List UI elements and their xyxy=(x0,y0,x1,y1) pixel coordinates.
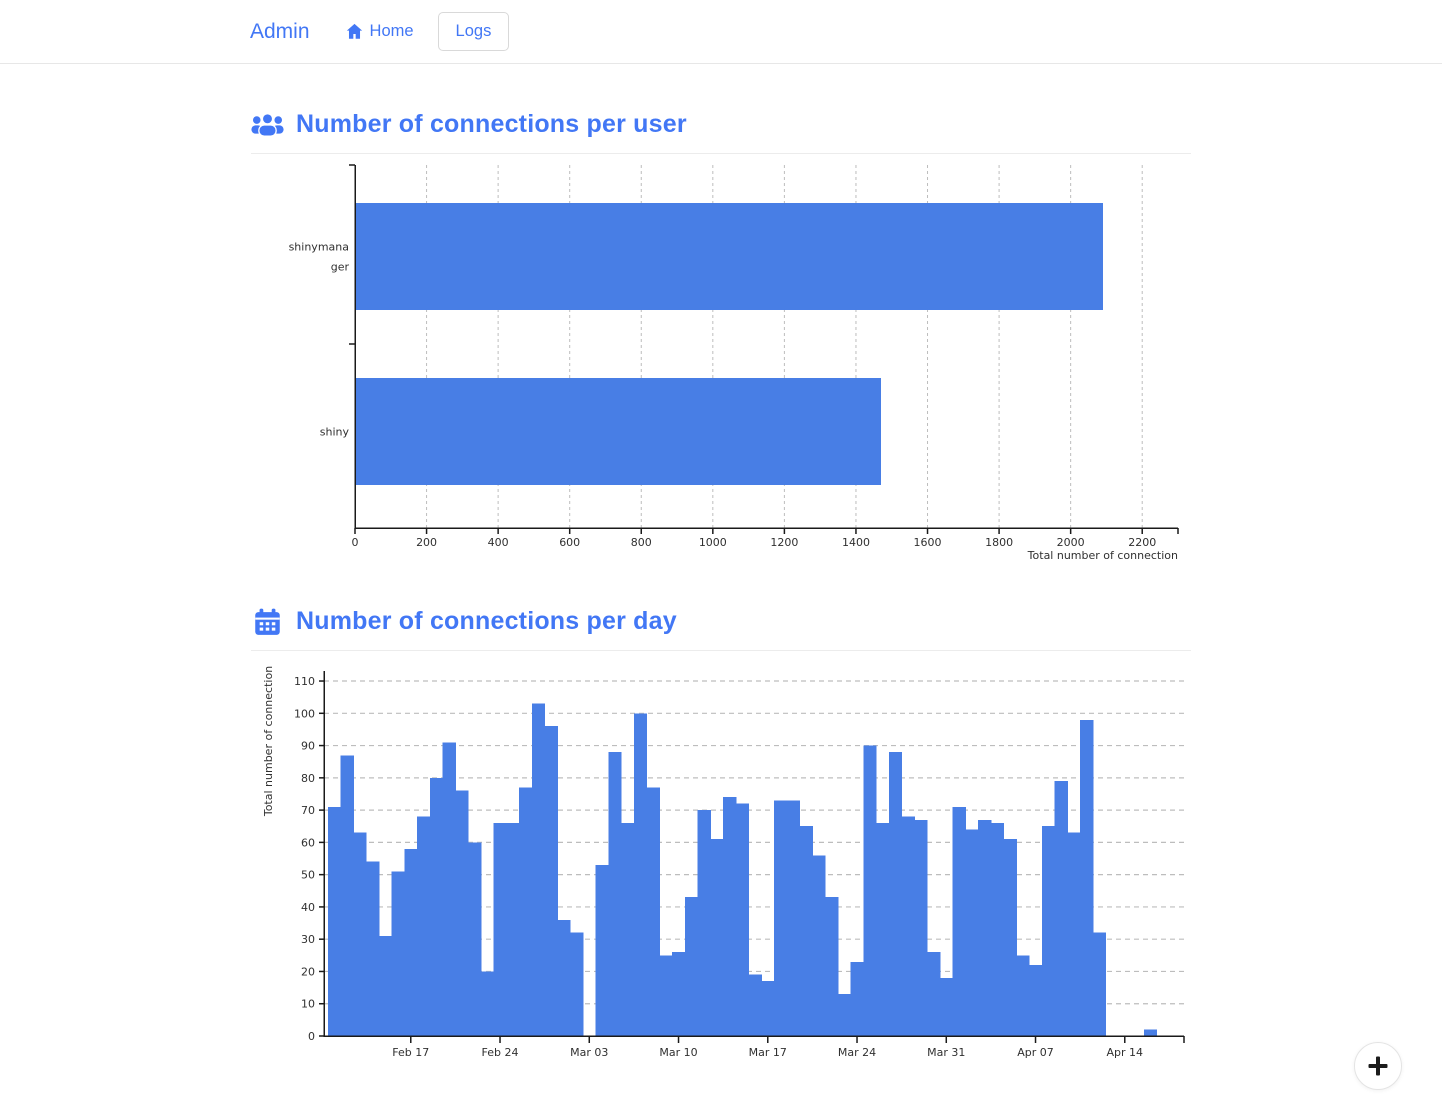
svg-text:ger: ger xyxy=(331,261,350,274)
home-link[interactable]: Home xyxy=(346,22,414,41)
add-button[interactable] xyxy=(1354,1042,1402,1090)
divider xyxy=(251,153,1191,154)
plus-icon xyxy=(1368,1056,1388,1076)
logs-button[interactable]: Logs xyxy=(437,12,510,51)
svg-text:100: 100 xyxy=(294,707,315,720)
svg-text:Mar 03: Mar 03 xyxy=(570,1046,608,1059)
svg-text:Total number of connection: Total number of connection xyxy=(1027,549,1178,562)
connections-per-day-chart: 0 10 20 30 40 50 60 70 80 90 100 110 Feb 17 Feb 24 Mar… xyxy=(262,666,1185,1059)
svg-text:800: 800 xyxy=(631,536,652,549)
brand-admin[interactable]: Admin xyxy=(250,19,310,43)
svg-text:80: 80 xyxy=(301,772,315,785)
svg-text:Apr 07: Apr 07 xyxy=(1017,1046,1054,1059)
svg-text:0: 0 xyxy=(352,536,359,549)
users-icon xyxy=(251,112,284,137)
svg-text:1200: 1200 xyxy=(770,536,798,549)
section-days-title: Number of connections per day xyxy=(296,607,677,635)
svg-text:110: 110 xyxy=(294,675,315,688)
svg-text:70: 70 xyxy=(301,804,315,817)
svg-text:Feb 17: Feb 17 xyxy=(392,1046,429,1059)
home-link-label: Home xyxy=(369,22,414,40)
svg-text:1600: 1600 xyxy=(914,536,942,549)
svg-text:40: 40 xyxy=(301,901,315,914)
svg-text:Mar 10: Mar 10 xyxy=(659,1046,697,1059)
svg-text:2200: 2200 xyxy=(1128,536,1156,549)
svg-text:Apr 14: Apr 14 xyxy=(1107,1046,1144,1059)
svg-text:Mar 31: Mar 31 xyxy=(927,1046,965,1059)
svg-text:20: 20 xyxy=(301,965,315,978)
svg-text:1400: 1400 xyxy=(842,536,870,549)
svg-text:2000: 2000 xyxy=(1057,536,1085,549)
svg-text:shiny: shiny xyxy=(320,426,350,439)
svg-text:400: 400 xyxy=(488,536,509,549)
svg-text:Total number of connection: Total number of connection xyxy=(262,666,275,817)
svg-text:Mar 24: Mar 24 xyxy=(838,1046,876,1059)
divider xyxy=(251,650,1191,651)
connections-per-user-chart: 0 200 400 600 800 1000 1200 1400 1600 1800 2000 220… xyxy=(289,164,1179,562)
section-days-header: Number of connections per day xyxy=(251,607,1191,636)
main-content: Number of connections per user 0 200 400 60… xyxy=(251,110,1191,1062)
svg-text:1800: 1800 xyxy=(985,536,1013,549)
svg-text:600: 600 xyxy=(559,536,580,549)
svg-text:Feb 24: Feb 24 xyxy=(482,1046,519,1059)
home-icon xyxy=(346,23,362,39)
svg-text:50: 50 xyxy=(301,869,315,882)
svg-text:60: 60 xyxy=(301,836,315,849)
svg-text:shinymana: shinymana xyxy=(289,241,349,254)
svg-text:1000: 1000 xyxy=(699,536,727,549)
navbar: Admin Home Logs xyxy=(0,0,1442,64)
svg-text:30: 30 xyxy=(301,933,315,946)
section-users-title: Number of connections per user xyxy=(296,110,687,138)
svg-text:Mar 17: Mar 17 xyxy=(749,1046,787,1059)
svg-text:90: 90 xyxy=(301,740,315,753)
section-users-header: Number of connections per user xyxy=(251,110,1191,139)
calendar-icon xyxy=(255,608,280,635)
svg-text:10: 10 xyxy=(301,998,315,1011)
svg-text:0: 0 xyxy=(308,1030,315,1043)
svg-text:200: 200 xyxy=(416,536,437,549)
